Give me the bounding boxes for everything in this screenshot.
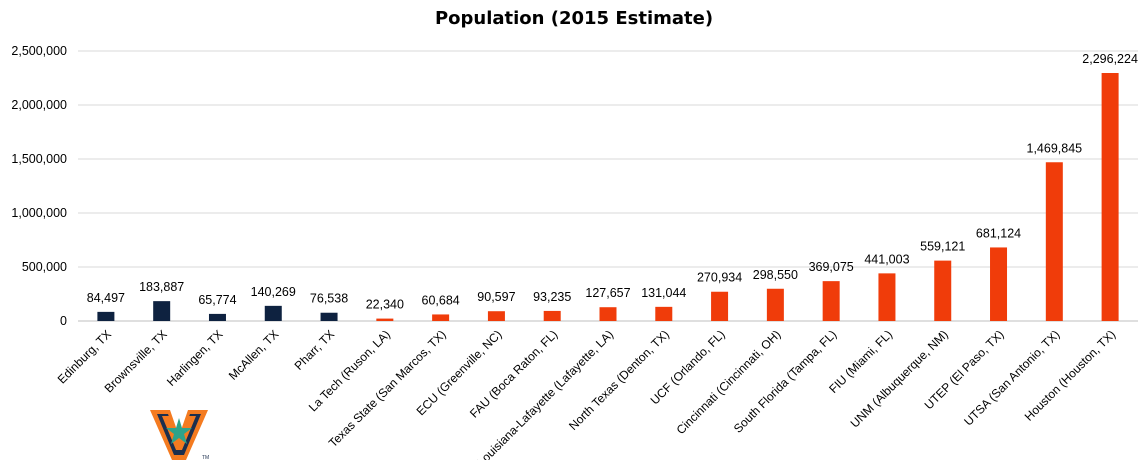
data-label: 1,469,845 bbox=[1027, 141, 1083, 155]
data-label: 369,075 bbox=[809, 260, 854, 274]
x-tick-label: McAllen, TX bbox=[226, 327, 281, 382]
data-label: 441,003 bbox=[864, 252, 909, 266]
bar bbox=[599, 307, 617, 321]
svg-text:TM: TM bbox=[202, 455, 209, 460]
y-tick-label: 2,000,000 bbox=[11, 98, 67, 112]
utrgv-v-logo-icon: TM bbox=[148, 408, 210, 460]
data-label: 65,774 bbox=[198, 293, 236, 307]
bar bbox=[655, 306, 673, 321]
data-label: 22,340 bbox=[366, 298, 404, 312]
bar bbox=[711, 291, 729, 321]
data-label: 93,235 bbox=[533, 290, 571, 304]
bar bbox=[990, 247, 1008, 321]
bar bbox=[766, 288, 784, 321]
data-label: 76,538 bbox=[310, 292, 348, 306]
data-label: 298,550 bbox=[753, 268, 798, 282]
y-tick-label: 500,000 bbox=[22, 260, 67, 274]
bar bbox=[822, 281, 840, 321]
data-label: 60,684 bbox=[422, 293, 460, 307]
y-tick-label: 0 bbox=[60, 314, 67, 328]
x-tick-label: Cincinnati (Cincinnati, OH) bbox=[674, 327, 784, 437]
bar bbox=[1101, 73, 1119, 321]
x-tick-label: Pharr, TX bbox=[292, 327, 338, 373]
y-tick-label: 2,500,000 bbox=[11, 44, 67, 58]
bar bbox=[376, 318, 394, 321]
y-axis-ticks: 0 500,000 1,000,000 1,500,000 2,000,000 2,500… bbox=[11, 44, 67, 328]
bar bbox=[878, 273, 896, 321]
data-label: 140,269 bbox=[251, 285, 296, 299]
bar bbox=[432, 314, 450, 321]
x-tick-label: North Texas (Denton, TX) bbox=[566, 327, 672, 433]
data-label: 127,657 bbox=[585, 286, 630, 300]
bar bbox=[934, 260, 952, 321]
data-label: 131,044 bbox=[641, 286, 686, 300]
x-tick-label: Houston (Houston, TX) bbox=[1022, 327, 1119, 424]
x-tick-label: South Florida (Tampa, FL) bbox=[731, 327, 839, 435]
bar bbox=[1045, 162, 1063, 321]
x-tick-label: UNM (Albuquerque, NM) bbox=[848, 327, 951, 430]
data-label: 270,934 bbox=[697, 271, 742, 285]
y-tick-label: 1,000,000 bbox=[11, 206, 67, 220]
y-tick-label: 1,500,000 bbox=[11, 152, 67, 166]
bar bbox=[97, 311, 115, 321]
bars bbox=[97, 73, 1119, 321]
x-tick-label: Edinburg, TX bbox=[55, 327, 114, 386]
x-tick-label: UTSA (San Antonio, TX) bbox=[961, 327, 1062, 428]
data-label: 84,497 bbox=[87, 291, 125, 305]
gridlines bbox=[78, 50, 1138, 322]
data-label: 559,121 bbox=[920, 240, 965, 254]
bar bbox=[264, 305, 282, 321]
data-label: 90,597 bbox=[477, 290, 515, 304]
bar bbox=[320, 312, 338, 321]
bar bbox=[208, 313, 226, 321]
data-label: 2,296,224 bbox=[1082, 52, 1138, 66]
bar bbox=[543, 310, 561, 321]
data-labels: 84,497 183,887 65,774 140,269 76,538 22,340 60… bbox=[87, 52, 1138, 312]
bar bbox=[153, 301, 171, 321]
x-tick-label: Texas State (San Marcos, TX) bbox=[326, 327, 449, 450]
chart-title: Population (2015 Estimate) bbox=[434, 8, 714, 29]
bar bbox=[487, 311, 505, 321]
x-tick-label: Harlingen, TX bbox=[164, 327, 226, 389]
data-label: 183,887 bbox=[139, 280, 184, 294]
data-label: 681,124 bbox=[976, 226, 1021, 240]
